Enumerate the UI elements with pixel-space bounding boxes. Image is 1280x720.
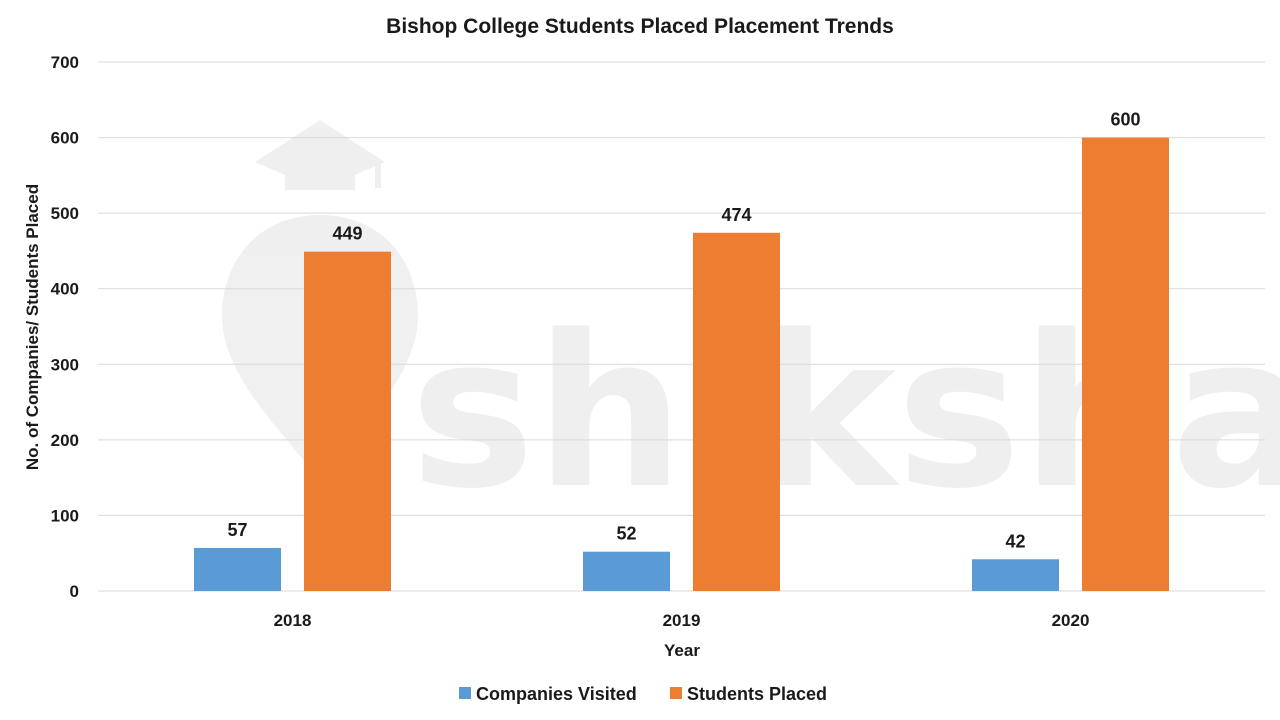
bar-companies-visited-2018	[194, 547, 281, 591]
data-label: 42	[1005, 531, 1025, 551]
legend: Companies Visited Students Placed	[459, 684, 827, 704]
y-tick-label: 600	[51, 129, 79, 148]
legend-swatch	[459, 687, 471, 699]
x-axis-ticks: 2018 2019 2020	[274, 611, 1090, 630]
bar-companies-visited-2020	[972, 559, 1059, 591]
y-tick-label: 700	[51, 53, 79, 72]
legend-label: Students Placed	[687, 684, 827, 704]
x-tick-label: 2018	[274, 611, 312, 630]
data-labels: 57 449 52 474 42 600	[227, 110, 1140, 552]
data-label: 52	[616, 524, 636, 544]
y-tick-label: 300	[51, 355, 79, 374]
x-axis-title: Year	[664, 641, 700, 660]
legend-label: Companies Visited	[476, 684, 637, 704]
y-tick-label: 100	[51, 506, 79, 525]
y-axis-title: No. of Companies/ Students Placed	[23, 184, 42, 470]
legend-swatch	[670, 687, 682, 699]
legend-item: Students Placed	[670, 684, 827, 704]
bars	[194, 137, 1169, 592]
y-tick-label: 200	[51, 431, 79, 450]
y-axis-ticks: 0 100 200 300 400 500 600 700	[51, 53, 79, 601]
legend-item: Companies Visited	[459, 684, 637, 704]
data-label: 600	[1110, 110, 1140, 130]
bar-students-placed-2020	[1082, 137, 1169, 592]
data-label: 449	[332, 224, 362, 244]
data-label: 474	[721, 205, 751, 225]
y-tick-label: 0	[70, 582, 79, 601]
bar-companies-visited-2019	[583, 551, 670, 591]
data-label: 57	[227, 520, 247, 540]
bar-students-placed-2018	[304, 251, 391, 592]
y-tick-label: 400	[51, 280, 79, 299]
x-tick-label: 2020	[1052, 611, 1090, 630]
x-tick-label: 2019	[663, 611, 701, 630]
y-tick-label: 500	[51, 204, 79, 223]
bar-students-placed-2019	[693, 232, 780, 591]
gridlines	[98, 61, 1265, 592]
chart-title: Bishop College Students Placed Placement…	[386, 15, 894, 38]
